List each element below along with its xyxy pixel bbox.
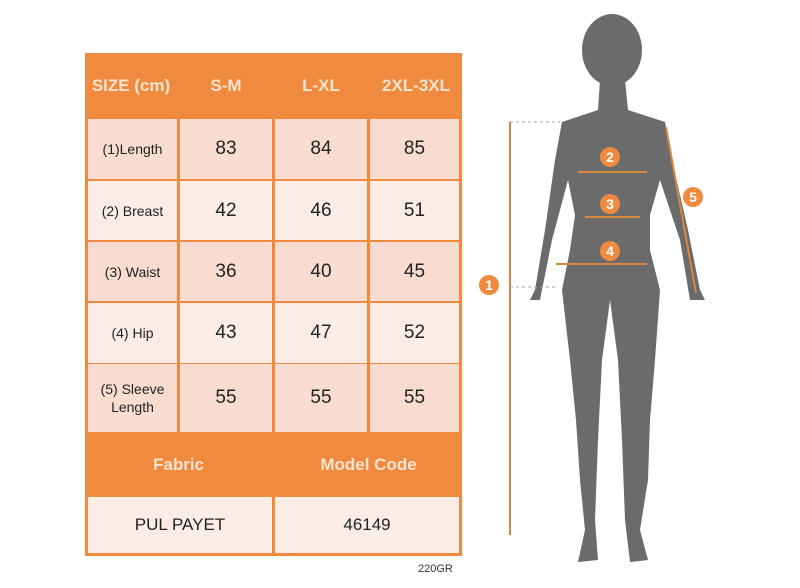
measurement-value: 85	[370, 119, 459, 179]
measurement-value: 52	[370, 303, 459, 363]
measurement-value: 45	[370, 242, 459, 301]
measurement-value: 84	[275, 119, 367, 179]
measurement-value: 55	[370, 364, 459, 432]
model-code-header: Model Code	[320, 455, 417, 474]
fabric-header: Fabric	[152, 455, 205, 474]
model-code-value: 46149	[275, 497, 459, 553]
sleeve-arrow	[665, 126, 697, 294]
measurement-value: 40	[275, 242, 367, 301]
marker-5: 5	[689, 189, 697, 205]
measurement-value: 51	[370, 181, 459, 240]
measurement-value: 36	[180, 242, 272, 301]
measurement-label: (4) Hip	[88, 303, 177, 363]
size-header-2xl-3xl: 2XL-3XL	[381, 75, 451, 95]
measurement-value: 55	[180, 364, 272, 432]
measurement-value: 46	[275, 181, 367, 240]
measurement-value: 83	[180, 119, 272, 179]
marker-4: 4	[606, 243, 614, 259]
size-header-l-xl: L-XL	[302, 75, 340, 95]
measurement-label: (1)Length	[88, 119, 177, 179]
fabric-weight-note: 220GR	[418, 563, 453, 575]
measurement-value: 55	[275, 364, 367, 432]
marker-2: 2	[606, 149, 614, 165]
measurement-label: (2) Breast	[88, 181, 177, 240]
measurement-value: 47	[275, 303, 367, 363]
size-chart-table: SIZE (cm) S-M L-XL 2XL-3XL (1)Length 83 84…	[85, 53, 462, 556]
woman-silhouette	[530, 14, 705, 562]
fabric-value: PUL PAYET	[88, 497, 272, 553]
measurement-label: (3) Waist	[88, 242, 177, 301]
measurement-label: (5) Sleeve Length	[88, 364, 177, 432]
marker-3: 3	[606, 196, 614, 212]
marker-1: 1	[485, 277, 493, 293]
measurement-value: 43	[180, 303, 272, 363]
size-unit-header: SIZE (cm)	[91, 75, 171, 95]
measurement-value: 42	[180, 181, 272, 240]
size-header-s-m: S-M	[210, 75, 242, 95]
